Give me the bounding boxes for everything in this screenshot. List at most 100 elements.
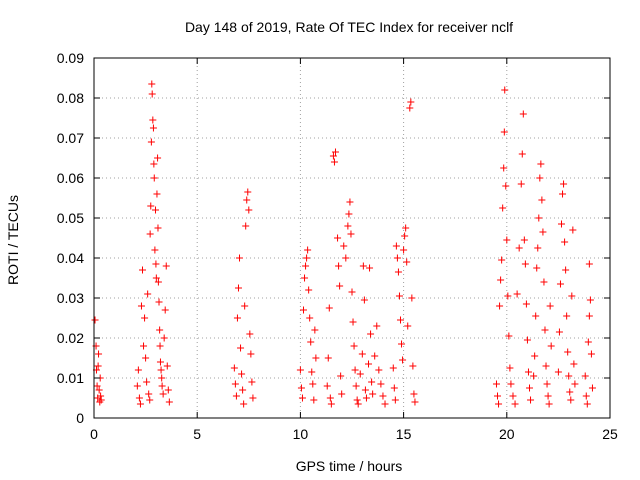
data-point [152,274,160,282]
data-point [306,314,314,322]
data-point [301,274,309,282]
data-point [335,262,343,270]
data-point [497,276,505,284]
data-point [571,380,579,388]
data-point [358,350,366,358]
data-point [587,350,595,358]
data-point [348,288,356,296]
data-point [150,174,158,182]
data-point [367,330,375,338]
data-point [336,282,344,290]
data-point [156,326,164,334]
data-point [147,138,155,146]
data-point [165,398,173,406]
data-point [392,242,400,250]
data-point [338,390,346,398]
data-point [305,286,313,294]
data-point [521,260,529,268]
y-tick-label: 0.01 [57,370,84,386]
data-point [337,372,345,380]
data-point [155,298,163,306]
data-point [523,336,531,344]
data-point [156,358,164,366]
data-point [391,396,399,404]
data-point [562,266,570,274]
data-point [93,382,101,390]
data-point [152,206,160,214]
data-point [570,360,578,368]
data-point [342,254,350,262]
data-point [326,394,334,402]
data-point [310,396,318,404]
data-point [349,318,357,326]
x-tick-label: 25 [602,426,618,442]
data-point [353,396,361,404]
data-point [230,364,238,372]
data-point [400,246,408,254]
data-point [500,164,508,172]
data-point [145,390,153,398]
data-point [538,196,546,204]
data-point [566,388,574,396]
data-point [540,278,548,286]
data-point [393,254,401,262]
y-tick-label: 0.03 [57,290,84,306]
data-point [327,400,335,408]
data-point [547,342,555,350]
data-point [243,196,251,204]
data-point [154,278,162,286]
data-point [237,344,245,352]
data-point [567,396,575,404]
data-point [146,230,154,238]
data-point [535,214,543,222]
data-point [365,360,373,368]
data-point [236,254,244,262]
axis-tick-labels: 0 5 10 15 20 25 0 0.01 0.02 0.03 0.04 0.05 0.06 0.07 0… [57,50,618,442]
data-point [330,158,338,166]
data-point [352,382,360,390]
data-marks [91,80,596,408]
data-point [494,392,502,400]
x-tick-label: 15 [396,426,412,442]
data-point [522,300,530,308]
data-point [356,370,364,378]
data-point [304,246,312,254]
data-point [569,226,577,234]
data-point [147,202,155,210]
data-point [144,290,152,298]
data-point [524,368,532,376]
data-point [395,292,403,300]
data-point [309,380,317,388]
data-point [163,362,171,370]
data-point [534,244,542,252]
data-point [366,264,374,272]
data-point [161,306,169,314]
x-tick-label: 20 [499,426,515,442]
data-point [160,334,168,342]
data-point [340,242,348,250]
data-point [533,264,541,272]
data-point [526,384,534,392]
data-point [513,290,521,298]
data-point [135,394,143,402]
data-point [542,362,550,370]
data-point [307,338,315,346]
data-point [585,260,593,268]
data-point [531,352,539,360]
data-point [582,392,590,400]
data-point [134,366,142,374]
data-point [407,98,415,106]
data-point [530,372,538,380]
data-point [351,366,359,374]
data-point [154,224,162,232]
data-point [588,384,596,392]
data-point [248,378,256,386]
data-point [133,382,141,390]
data-point [492,380,500,388]
data-point [399,356,407,364]
data-point [539,228,547,236]
data-point [517,180,525,188]
data-point [583,400,591,408]
data-point [153,190,161,198]
